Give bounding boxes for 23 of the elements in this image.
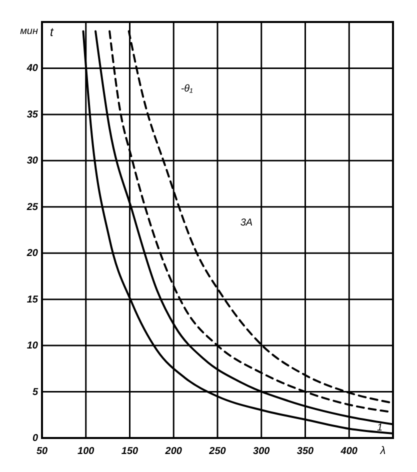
y-tick-label: 5 — [32, 386, 38, 398]
x-tick-label: 50 — [36, 446, 48, 457]
x-tick-label: 200 — [164, 446, 182, 457]
y-tick-label: 0 — [32, 433, 38, 444]
y-tick-label: 35 — [26, 109, 38, 120]
x-tick-label: 100 — [78, 446, 95, 457]
annotation: -θ₁ — [180, 83, 193, 94]
y-tick-label: 40 — [26, 63, 38, 74]
x-tick-label: 300 — [253, 446, 270, 457]
annotation: 3А — [240, 217, 253, 228]
x-tick-label: 150 — [121, 446, 139, 457]
y-tick-label: 20 — [26, 248, 38, 260]
y-tick-label: 10 — [26, 340, 38, 352]
text: мин — [20, 26, 38, 37]
y-tick-label: 30 — [26, 156, 38, 167]
x-axis-title: λ — [379, 445, 386, 457]
y-axis-title: t — [50, 25, 54, 39]
annotation: 1 — [377, 422, 383, 434]
x-tick-label: 250 — [208, 446, 226, 457]
y-tick-label: 15 — [26, 294, 38, 306]
x-tick-label: 400 — [340, 446, 358, 457]
x-tick-label: 350 — [296, 446, 314, 457]
y-tick-label: 25 — [26, 202, 38, 213]
